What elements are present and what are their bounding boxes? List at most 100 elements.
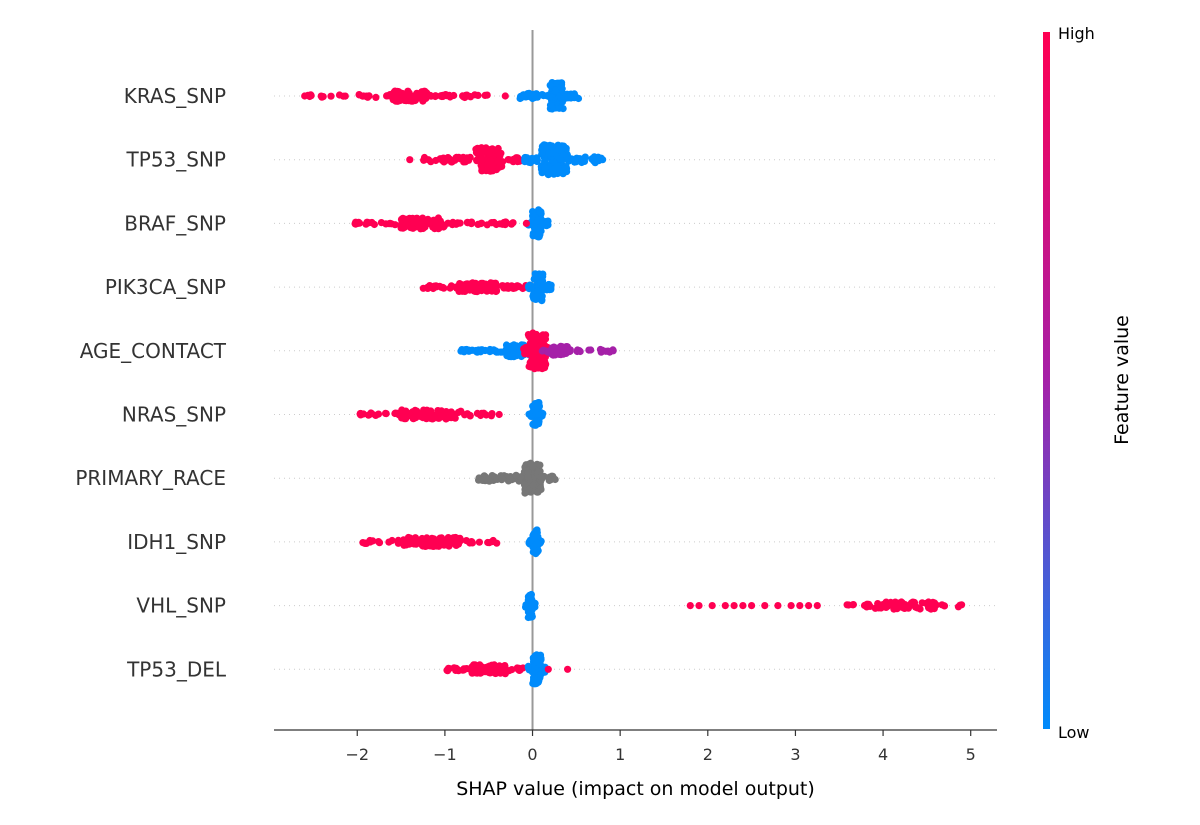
shap-point	[545, 476, 553, 485]
x-tick-label: 2	[703, 745, 713, 764]
shap-point	[463, 91, 471, 99]
shap-point	[501, 92, 509, 100]
shap-point	[552, 348, 560, 356]
colorbar-gradient	[1043, 32, 1050, 729]
shap-point	[483, 221, 491, 229]
x-tick-label: 4	[878, 745, 888, 764]
shap-point	[510, 353, 518, 361]
colorbar-low-label: Low	[1058, 723, 1090, 742]
shap-point	[492, 286, 501, 295]
shap-point	[420, 87, 428, 95]
shap-point	[413, 219, 421, 227]
shap-point	[361, 539, 369, 547]
shap-point	[533, 273, 541, 281]
shap-point	[813, 602, 821, 610]
shap-point	[522, 344, 530, 352]
shap-point	[381, 409, 390, 417]
shap-point	[495, 410, 503, 419]
feature-label: BRAF_SNP	[124, 211, 226, 235]
feature-row-guides	[274, 95, 997, 670]
feature-label: KRAS_SNP	[124, 84, 226, 108]
shap-point	[506, 475, 514, 483]
shap-point	[468, 346, 476, 354]
shap-point	[865, 600, 873, 608]
shap-point	[488, 410, 496, 418]
shap-point	[426, 218, 434, 226]
shap-point	[882, 599, 890, 607]
shap-point	[372, 93, 380, 101]
shap-point	[521, 158, 529, 166]
shap-point	[435, 542, 443, 550]
shap-point	[843, 601, 851, 609]
shap-point	[437, 219, 445, 227]
shap-point	[535, 230, 543, 238]
shap-point	[447, 408, 455, 416]
shap-point	[509, 219, 517, 227]
shap-point	[529, 229, 537, 237]
shap-point	[461, 665, 469, 673]
shap-point	[551, 475, 559, 484]
shap-point	[557, 83, 565, 91]
colorbar-high-label: High	[1058, 24, 1095, 43]
shap-point	[796, 602, 804, 610]
shap-point	[522, 219, 531, 227]
shap-point	[428, 535, 436, 543]
shap-point	[418, 541, 426, 549]
shap-point	[927, 605, 935, 613]
shap-point	[526, 359, 534, 367]
shap-point	[377, 219, 385, 227]
feature-label: TP53_DEL	[126, 657, 227, 681]
shap-point	[409, 215, 417, 223]
shap-point	[444, 534, 452, 542]
shap-point	[533, 93, 542, 101]
shap-point	[420, 156, 428, 164]
shap-point	[496, 667, 504, 675]
shap-point	[454, 408, 462, 416]
shap-point	[473, 145, 481, 153]
shap-point	[388, 536, 396, 545]
x-tick-label: 0	[527, 745, 537, 764]
shap-point	[531, 400, 540, 408]
shap-point	[521, 350, 529, 358]
shap-point	[544, 665, 552, 673]
shap-point	[327, 92, 335, 100]
shap-point	[516, 666, 524, 674]
shap-point	[509, 284, 517, 292]
shap-point	[562, 344, 570, 352]
shap-point	[453, 540, 461, 548]
shap-point	[488, 166, 496, 174]
shap-point	[887, 600, 896, 609]
feature-label: TP53_SNP	[126, 148, 226, 172]
shap-point	[482, 144, 490, 152]
shap-point	[374, 410, 383, 418]
shap-point	[805, 602, 813, 610]
shap-point	[559, 170, 567, 178]
shap-point	[475, 538, 483, 546]
shap-point	[536, 660, 544, 668]
shap-point	[695, 602, 703, 610]
shap-point	[317, 92, 325, 100]
x-axis-title: SHAP value (impact on model output)	[456, 778, 815, 800]
shap-point	[593, 156, 601, 164]
shap-point	[477, 348, 485, 356]
shap-point	[473, 157, 481, 165]
shap-point	[478, 156, 487, 164]
shap-point	[408, 223, 416, 231]
shap-point	[536, 208, 544, 216]
shap-point	[497, 348, 505, 356]
shap-point	[482, 166, 490, 174]
shap-point	[443, 540, 451, 548]
shap-point	[485, 149, 493, 158]
feature-labels: KRAS_SNP TP53_SNP BRAF_SNP PIK3CA_SNP AGE_CO…	[75, 84, 227, 681]
shap-point	[439, 283, 447, 292]
shap-point	[450, 664, 458, 672]
shap-point	[375, 539, 384, 547]
shap-point	[549, 149, 557, 157]
shap-point	[488, 472, 496, 480]
shap-point	[490, 346, 498, 354]
shap-point	[609, 347, 617, 355]
shap-point	[474, 220, 482, 228]
shap-point	[456, 219, 464, 227]
shap-point	[418, 534, 426, 543]
